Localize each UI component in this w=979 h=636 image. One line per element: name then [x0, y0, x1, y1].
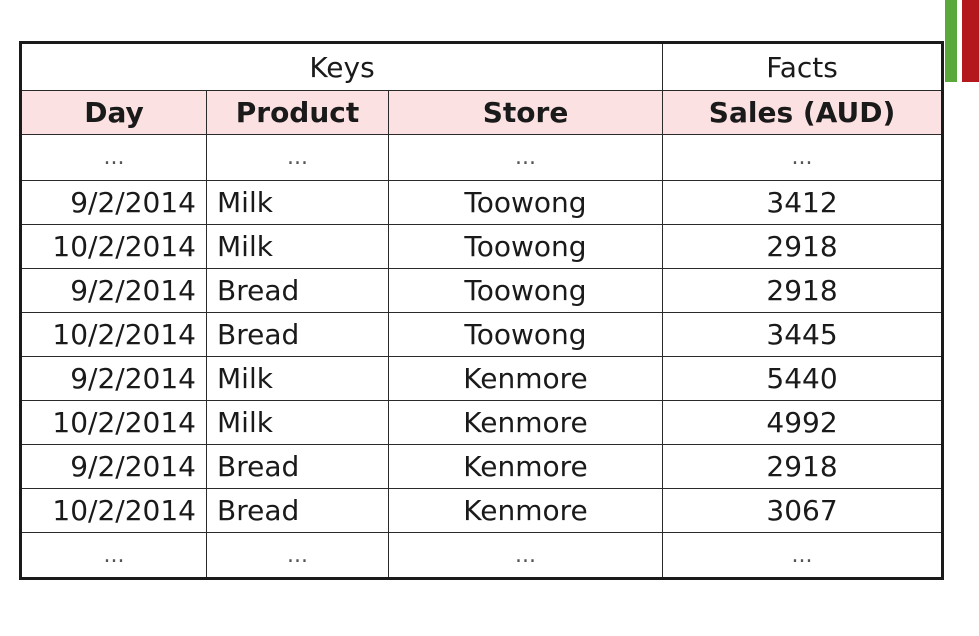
cell-product: Bread: [206, 444, 389, 489]
column-header-row: Day Product Store Sales (AUD): [20, 90, 944, 135]
ellipsis-cell: ...: [20, 532, 207, 579]
table-row: 9/2/2014 Bread Kenmore 2918: [20, 444, 944, 489]
ellipsis-cell: ...: [662, 532, 944, 579]
cell-product: Milk: [206, 356, 389, 401]
group-header-row: Keys Facts: [19, 42, 944, 91]
cell-store: Toowong: [387, 312, 664, 357]
ellipsis-cell: ...: [387, 532, 664, 579]
column-header-store: Store: [387, 90, 664, 135]
cell-product: Bread: [206, 268, 389, 313]
fact-table: Keys Facts Day Product Store Sales (AUD)…: [19, 41, 945, 580]
ellipsis-row-bottom: ... ... ... ...: [20, 532, 944, 579]
cell-day: 10/2/2014: [20, 400, 207, 445]
cell-store: Toowong: [387, 180, 664, 225]
cell-day: 9/2/2014: [20, 268, 207, 313]
cell-day: 10/2/2014: [20, 224, 207, 269]
column-header-product: Product: [206, 90, 389, 135]
cell-sales: 4992: [662, 400, 944, 445]
cell-day: 9/2/2014: [20, 180, 207, 225]
table-row: 10/2/2014 Milk Kenmore 4992: [20, 400, 944, 445]
cell-store: Kenmore: [387, 488, 664, 533]
table-row: 10/2/2014 Bread Kenmore 3067: [20, 488, 944, 533]
ellipsis-cell: ...: [387, 134, 664, 181]
ellipsis-cell: ...: [662, 134, 944, 181]
cell-sales: 3445: [662, 312, 944, 357]
table-row: 10/2/2014 Milk Toowong 2918: [20, 224, 944, 269]
ellipsis-cell: ...: [206, 134, 389, 181]
cell-store: Toowong: [387, 268, 664, 313]
accent-bar-red: [962, 0, 979, 82]
cell-sales: 3067: [662, 488, 944, 533]
table-row: 9/2/2014 Milk Kenmore 5440: [20, 356, 944, 401]
cell-day: 9/2/2014: [20, 444, 207, 489]
cell-product: Bread: [206, 312, 389, 357]
column-header-day: Day: [20, 90, 207, 135]
cell-day: 9/2/2014: [20, 356, 207, 401]
cell-sales: 2918: [662, 224, 944, 269]
cell-product: Milk: [206, 224, 389, 269]
cell-product: Milk: [206, 180, 389, 225]
ellipsis-cell: ...: [206, 532, 389, 579]
table-row: 9/2/2014 Milk Toowong 3412: [20, 180, 944, 225]
cell-store: Kenmore: [387, 444, 664, 489]
cell-store: Kenmore: [387, 356, 664, 401]
table-row: 10/2/2014 Bread Toowong 3445: [20, 312, 944, 357]
cell-product: Milk: [206, 400, 389, 445]
ellipsis-cell: ...: [20, 134, 207, 181]
cell-day: 10/2/2014: [20, 312, 207, 357]
cell-sales: 2918: [662, 444, 944, 489]
column-header-sales: Sales (AUD): [662, 90, 944, 135]
cell-sales: 3412: [662, 180, 944, 225]
cell-store: Kenmore: [387, 400, 664, 445]
cell-sales: 2918: [662, 268, 944, 313]
cell-store: Toowong: [387, 224, 664, 269]
ellipsis-row-top: ... ... ... ...: [20, 134, 944, 181]
group-keys: Keys: [19, 42, 664, 91]
table-row: 9/2/2014 Bread Toowong 2918: [20, 268, 944, 313]
cell-sales: 5440: [662, 356, 944, 401]
accent-bar-green: [945, 0, 957, 82]
group-facts: Facts: [662, 42, 944, 91]
cell-product: Bread: [206, 488, 389, 533]
cell-day: 10/2/2014: [20, 488, 207, 533]
